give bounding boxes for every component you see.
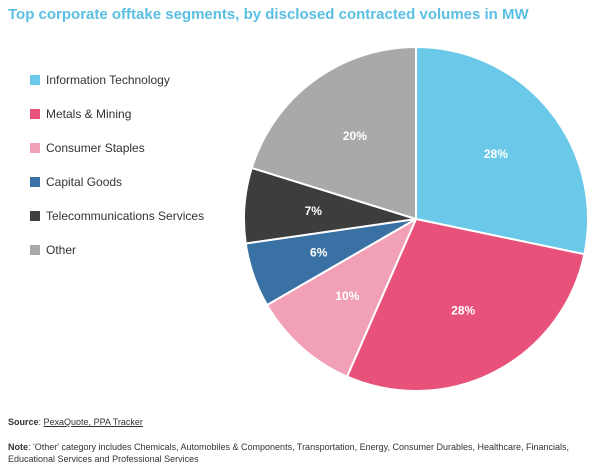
source-label: Source [8,417,39,427]
legend-swatch-metals-mining [30,109,40,119]
legend-swatch-information-technology [30,75,40,85]
pie-slice-metals-mining [346,218,586,392]
legend-item-telecommunications-services: Telecommunications Services [30,209,240,223]
legend-item-consumer-staples: Consumer Staples [30,141,240,155]
note-text: : 'Other' category includes Chemicals, A… [8,442,570,464]
pie-label-information-technology: 28% [484,147,508,161]
pie-label-other: 20% [343,129,367,143]
note-line: Note: 'Other' category includes Chemical… [8,441,598,465]
legend-swatch-telecommunications-services [30,211,40,221]
legend-item-capital-goods: Capital Goods [30,175,240,189]
pie-label-telecommunications-services: 7% [305,204,323,218]
legend-item-information-technology: Information Technology [30,73,240,87]
pie-label-capital-goods: 6% [310,246,328,260]
legend-label-telecommunications-services: Telecommunications Services [46,209,205,223]
chart-title: Top corporate offtake segments, by discl… [8,6,529,23]
legend-swatch-other [30,245,40,255]
legend-item-metals-mining: Metals & Mining [30,107,240,121]
pie-slice-consumer-staples [266,218,417,378]
pie-label-consumer-staples: 10% [335,289,359,303]
pie-slice-other [250,46,417,220]
pie-label-metals-mining: 28% [451,304,475,318]
legend-label-consumer-staples: Consumer Staples [46,141,145,155]
legend-swatch-capital-goods [30,177,40,187]
legend-label-information-technology: Information Technology [46,73,170,87]
note-label: Note [8,442,28,452]
source-separator: : [38,417,44,427]
legend-item-other: Other [30,243,240,257]
legend-label-metals-mining: Metals & Mining [46,107,132,121]
legend-swatch-consumer-staples [30,143,40,153]
pie-slice-information-technology [415,46,589,256]
legend-label-capital-goods: Capital Goods [46,175,123,189]
source-link[interactable]: PexaQuote, PPA Tracker [43,417,143,427]
legend-label-other: Other [46,243,77,257]
source-line: Source: PexaQuote, PPA Tracker [8,416,143,428]
legend: Information Technology Metals & Mining C… [30,73,240,277]
